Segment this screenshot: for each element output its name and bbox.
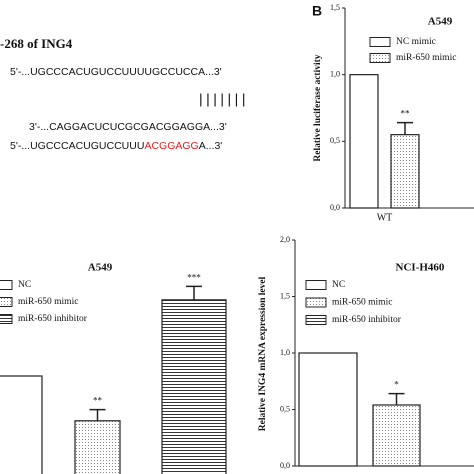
legend-label: miR-650 mimic <box>396 53 456 63</box>
legend-swatch <box>305 280 327 290</box>
sequence-line: 5'-...UGCCCACUGUCCUUUACGGAGGA...3' <box>10 140 222 152</box>
y-tick-label: 0,5 <box>330 136 340 145</box>
bar <box>74 420 121 474</box>
legend-label: miR-650 inhibitor <box>332 315 402 325</box>
legend-swatch <box>369 53 391 63</box>
significance-label: *** <box>187 272 201 282</box>
y-tick-label: 2,0 <box>280 235 290 244</box>
chart-title: A549 <box>428 16 453 28</box>
legend-label: miR-650 mimic <box>332 298 392 308</box>
y-axis-label: Relative ING4 mRNA expression level <box>258 276 268 431</box>
chart-title: NCI-H460 <box>396 262 445 274</box>
y-tick-label: 0,5 <box>280 404 290 413</box>
bar <box>372 404 421 467</box>
bar <box>349 74 379 209</box>
chart: NCI-H460 Relative ING4 mRNA expression le… <box>258 235 474 470</box>
legend-label: NC <box>332 280 345 290</box>
legend-label: NC <box>18 280 31 290</box>
bar <box>298 352 358 467</box>
y-tick-label: 1,5 <box>280 291 290 300</box>
y-tick-label: 0,0 <box>330 203 340 212</box>
legend-label: miR-650 mimic <box>18 297 78 307</box>
y-tick-label: 1,0 <box>330 69 340 78</box>
y-tick-label: 1,0 <box>280 348 290 357</box>
y-tick-label: 1,5 <box>330 3 340 12</box>
legend-swatch <box>305 315 327 325</box>
sequence-part: 5'-...UGCCCACUGUCCUUU <box>10 140 144 152</box>
legend-swatch <box>0 314 13 324</box>
legend-swatch <box>0 297 13 307</box>
panel-label: B <box>312 3 322 19</box>
legend-swatch <box>0 280 13 290</box>
error-bar <box>186 285 202 300</box>
mutated-part: ACGGAGG <box>144 140 198 152</box>
legend-label: miR-650 inhibitor <box>18 314 88 324</box>
sequence-panel: -268 of ING4 5'-...UGCCCACUGUCCUUUUGCCUC… <box>0 36 249 152</box>
chart-title: A549 <box>88 262 113 274</box>
sequence-line: 5'-...UGCCCACUGUCCUUUUGCCUCCA...3' <box>10 66 222 78</box>
y-axis-label: Relative luciferase activity <box>313 54 323 161</box>
significance-label: ** <box>401 109 411 119</box>
legend-swatch <box>369 37 391 47</box>
legend-label: NC mimic <box>396 37 436 47</box>
chart: B A549 Relative luciferase activity 0,0 0,5 1… <box>312 3 474 223</box>
significance-label: * <box>394 380 399 390</box>
y-tick-label: 0,0 <box>280 461 290 470</box>
error-bar <box>388 392 405 405</box>
pairing-bars: ||||||| <box>199 91 249 107</box>
chart: A549 NC miR-650 mimic ** miR-650 inhibitor **… <box>0 262 227 474</box>
sequence-line: 3'-...CAGGACUCUCGCGACGGAGGA...3' <box>29 121 227 133</box>
panel-title: -268 of ING4 <box>0 36 73 51</box>
error-bar <box>397 121 413 135</box>
sequence-part: A...3' <box>199 140 223 152</box>
bar <box>390 134 420 209</box>
x-tick-label: WT <box>377 212 393 223</box>
error-bar <box>89 408 106 421</box>
bar <box>161 299 227 474</box>
significance-label: ** <box>93 396 103 406</box>
bar <box>0 375 43 474</box>
legend-swatch <box>305 297 327 308</box>
